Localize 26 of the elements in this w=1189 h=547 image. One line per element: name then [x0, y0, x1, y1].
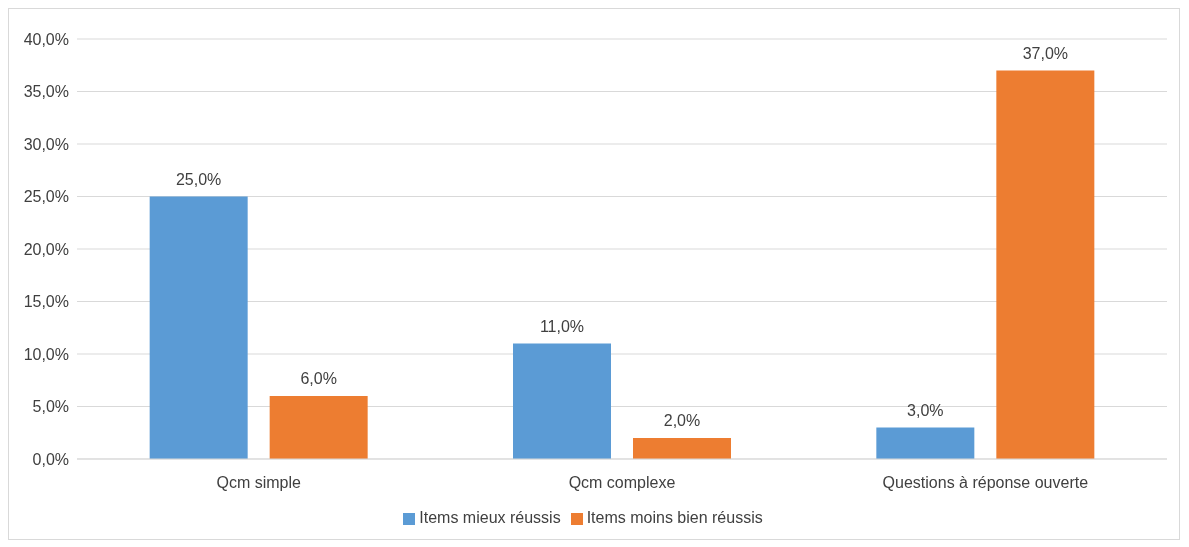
bar: [633, 438, 731, 459]
data-label: 11,0%: [539, 317, 585, 335]
y-tick-label: 5,0%: [32, 398, 69, 416]
data-label: 6,0%: [300, 370, 337, 387]
legend-label: Items moins bien réussis: [586, 509, 763, 526]
y-tick-label: 0,0%: [32, 450, 69, 468]
data-label: 25,0%: [175, 170, 222, 188]
data-label: 3,0%: [907, 401, 944, 419]
y-tick-label: 20,0%: [23, 240, 69, 258]
bar: [269, 396, 368, 459]
y-tick-label: 40,0%: [23, 30, 69, 48]
bar: [996, 70, 1095, 459]
y-tick-label: 30,0%: [23, 135, 69, 153]
legend-label: Items mieux réussis: [419, 509, 561, 526]
data-label: 2,0%: [663, 412, 701, 429]
y-tick-label: 10,0%: [23, 345, 69, 363]
y-tick-label: 35,0%: [23, 83, 69, 101]
y-tick-label: 25,0%: [23, 188, 69, 206]
y-tick-label: 15,0%: [23, 293, 69, 311]
data-label: 37,0%: [1022, 44, 1069, 62]
x-tick-label: Qcm complexe: [568, 474, 676, 492]
bar: [876, 427, 975, 459]
bar: [513, 343, 611, 459]
bar: [149, 196, 248, 459]
x-tick-label: Questions à réponse ouverte: [882, 474, 1089, 492]
x-tick-label: Qcm simple: [216, 474, 301, 492]
